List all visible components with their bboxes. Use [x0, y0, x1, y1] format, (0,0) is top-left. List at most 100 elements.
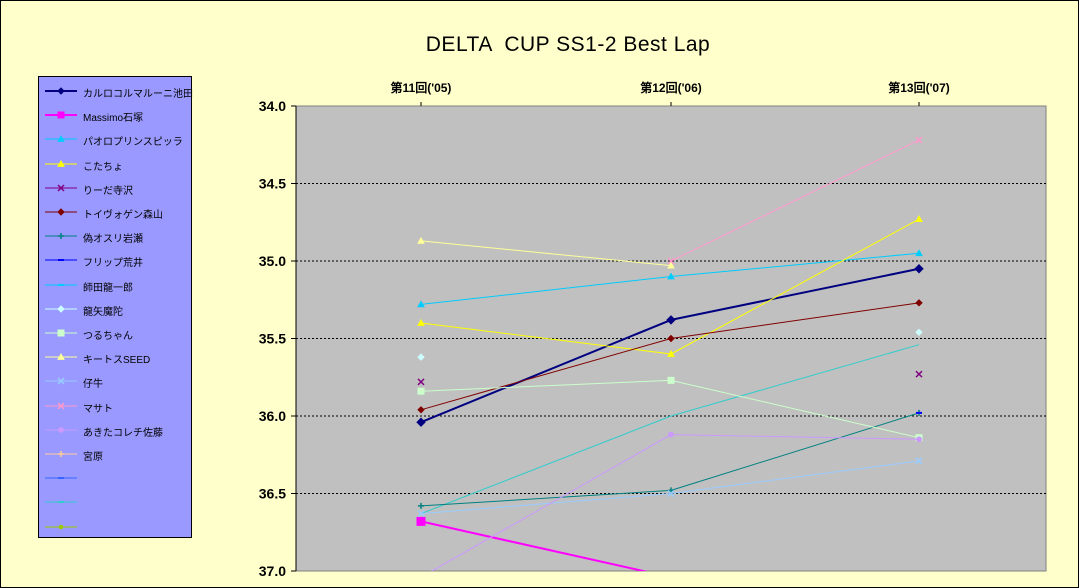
series-point: [417, 318, 425, 326]
series-point: [419, 575, 424, 580]
legend-swatch: [45, 451, 77, 457]
legend-swatch-marker: [57, 305, 65, 313]
legend-label: 宮原: [83, 452, 103, 463]
series-line: [670, 379, 920, 439]
series-point: [667, 489, 675, 498]
legend-swatch: [45, 233, 77, 240]
legend-item: りーだ寺沢: [39, 180, 191, 197]
series-line: [420, 493, 672, 515]
legend-swatch-marker: [57, 184, 65, 192]
legend-swatch: [45, 208, 77, 216]
series-point: [667, 349, 675, 357]
legend-swatch: [45, 111, 77, 119]
legend-swatch: [45, 305, 77, 313]
legend-item: トイヴォゲン森山: [39, 204, 191, 221]
series-point: [417, 353, 425, 361]
legend-item: Massimo石塚: [39, 107, 191, 125]
legend-label: キートスSEED: [83, 355, 151, 367]
series-line: [420, 415, 672, 515]
legend-label: フリップ荒井: [83, 258, 143, 270]
y-tick-label: 34.0: [259, 98, 286, 114]
series-line: [670, 302, 920, 339]
legend-swatch-marker: [57, 329, 65, 337]
chart-legend: カルロコルマルーニ池田 Massimo石塚パオロプリンスピッラ こたちょりーだ寺沢ト…: [38, 76, 193, 538]
legend-swatch-marker: [57, 159, 65, 167]
legend-swatch: [45, 283, 77, 286]
series-line: [420, 379, 672, 392]
legend-swatch: [45, 377, 77, 385]
x-tick-label: 第11回('05): [391, 80, 452, 95]
legend-label: 師田龍一郎: [83, 282, 133, 294]
series-point: [417, 406, 425, 414]
plot-series-group: [416, 136, 924, 580]
series-point: [915, 328, 923, 337]
legend-label: 偽オスリ岩瀬: [83, 234, 143, 246]
legend-swatch-marker: [57, 402, 65, 410]
series-line: [670, 412, 920, 491]
legend-item: カルロコルマルーニ池田: [39, 83, 193, 100]
y-tick-label: 36.0: [259, 408, 286, 424]
legend-swatch-marker: [57, 111, 65, 119]
series-point: [416, 417, 426, 427]
series-point: [667, 261, 675, 269]
legend-swatch-marker: [58, 524, 64, 529]
series-point: [914, 264, 924, 274]
legend-label: パオロプリンスピッラ: [83, 137, 183, 149]
series-point: [915, 457, 923, 465]
legend-label: カルロコルマルーニ池田: [83, 89, 193, 100]
series-line: [670, 218, 920, 355]
legend-swatch: [45, 184, 77, 192]
series-line: [670, 267, 920, 321]
series-point: [667, 376, 675, 384]
legend-swatch-marker: [57, 135, 65, 143]
series-point: [915, 370, 923, 378]
x-tick-label: 第13回('07): [888, 80, 950, 95]
series-point: [916, 436, 922, 443]
series-line: [430, 434, 672, 571]
series-line: [420, 338, 672, 411]
series-point: [667, 257, 675, 265]
legend-label: マサト: [83, 403, 113, 415]
legend-label: こたちょ: [83, 161, 123, 173]
series-line: [670, 252, 920, 277]
series-point: [666, 315, 676, 325]
series-point: [668, 431, 674, 438]
x-tick-label: 第12回('06): [640, 80, 702, 95]
legend-swatch: [45, 87, 77, 95]
legend-swatch: [45, 135, 77, 143]
series-line: [670, 139, 920, 262]
legend-item: つるちゃん: [39, 325, 191, 342]
legend-item: 宮原: [39, 446, 191, 463]
legend-swatch: [45, 477, 77, 480]
series-line: [420, 520, 648, 571]
chart-title: DELTA CUP SS1-2 Best Lap: [425, 33, 711, 56]
legend-label: Massimo石塚: [83, 113, 144, 125]
legend-swatch: [45, 501, 77, 504]
legend-item: パオロプリンスピッラ: [39, 131, 191, 149]
series-point: [915, 136, 923, 144]
legend-swatch: [45, 524, 77, 529]
series-point: [667, 272, 675, 280]
series-point: [915, 249, 923, 257]
legend-item: キートスSEED: [39, 349, 191, 367]
legend-swatch: [45, 353, 77, 361]
y-tick-label: 34.5: [259, 176, 286, 192]
legend-swatch: [45, 426, 77, 433]
series-point: [417, 300, 425, 308]
legend-swatch-marker: [58, 426, 64, 433]
legend-item: 仔牛: [39, 373, 191, 391]
series-point: [417, 510, 425, 518]
legend-label: 龍矢魔陀: [83, 306, 123, 318]
series-point: [915, 299, 923, 307]
legend-item: 龍矢魔陀: [39, 301, 191, 318]
legend-swatch: [45, 402, 77, 410]
series-point: [416, 516, 426, 526]
legend-label: つるちゃん: [83, 331, 133, 342]
legend-item: [39, 494, 191, 510]
legend-label: 仔牛: [83, 379, 103, 391]
series-line: [670, 460, 920, 494]
legend-swatch-marker: [57, 353, 65, 361]
legend-swatch-marker: [58, 233, 64, 240]
series-line: [670, 434, 920, 440]
